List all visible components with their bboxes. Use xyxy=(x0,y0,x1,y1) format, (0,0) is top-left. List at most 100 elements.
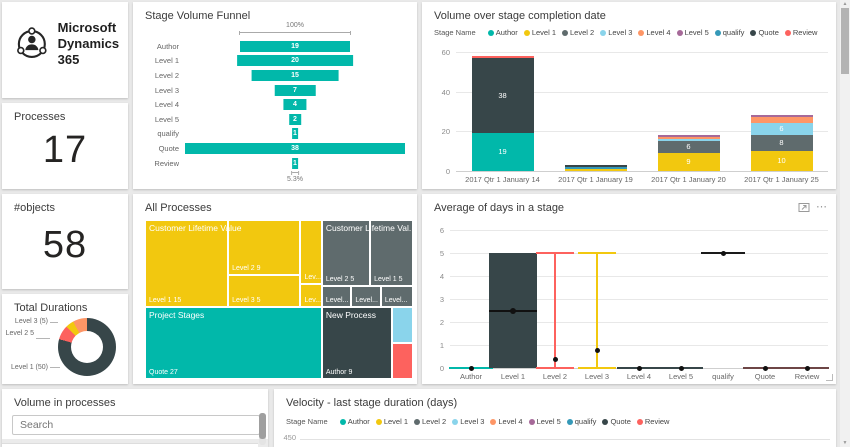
stage-volume-funnel-tile[interactable]: Stage Volume Funnel 100% Author 19 Level 1 2… xyxy=(133,2,417,189)
data-point-qualify[interactable] xyxy=(720,250,726,256)
page-scrollbar[interactable]: ▲ ▼ xyxy=(840,0,850,447)
bar-segment-level-2[interactable]: 8 xyxy=(750,135,813,152)
x-axis-label: Level 2 xyxy=(542,372,568,381)
treemap-cell-13[interactable] xyxy=(391,343,413,379)
funnel-bar-level-4[interactable]: 4 xyxy=(283,99,307,111)
gridline xyxy=(450,230,828,231)
bar-segment-level-4[interactable] xyxy=(750,117,813,124)
more-options-icon[interactable]: ⋯ xyxy=(816,201,828,213)
bar-segment-level-5[interactable] xyxy=(657,135,720,138)
treemap-cell-5[interactable]: Level 2 5 xyxy=(321,220,371,286)
objects-tile[interactable]: #objects 58 xyxy=(2,194,128,289)
legend-item-level-3[interactable]: Level 3 xyxy=(600,28,632,37)
legend-item-level-4[interactable]: Level 4 xyxy=(638,28,671,37)
dynamics-365-logo-tile[interactable]: Microsoft Dynamics 365 xyxy=(2,2,128,98)
treemap-cell-0[interactable]: Level 1 15 xyxy=(145,220,229,308)
treemap-cell-9[interactable]: Level... xyxy=(380,285,413,308)
legend-item-qualify[interactable]: qualify xyxy=(566,417,596,426)
processes-tile[interactable]: Processes 17 xyxy=(2,103,128,189)
bar-segment-level-5[interactable] xyxy=(750,115,813,118)
donut-chart[interactable] xyxy=(58,318,116,376)
bar-segment-level-1[interactable] xyxy=(564,169,627,171)
bar-segment-qualify[interactable] xyxy=(564,167,627,169)
funnel-bar-quote[interactable]: 38 xyxy=(185,142,405,154)
bar-segment-level-1[interactable]: 10 xyxy=(750,151,813,171)
bar-segment-author[interactable]: 19 xyxy=(471,133,534,171)
legend-item-quote[interactable]: Quote xyxy=(602,417,631,426)
funnel-bar-qualify[interactable]: 1 xyxy=(292,128,298,140)
volume-over-stage-tile[interactable]: Volume over stage completion date Stage … xyxy=(422,2,836,189)
y-axis-label: 5 xyxy=(439,249,444,258)
list-item[interactable] xyxy=(2,443,258,447)
data-point-level-1[interactable] xyxy=(510,307,516,314)
treemap-cell-7[interactable]: Level... xyxy=(321,285,352,308)
data-point-review[interactable] xyxy=(804,365,810,371)
data-point-author[interactable] xyxy=(468,365,474,371)
bar-segment-level-4[interactable] xyxy=(657,137,720,140)
legend-item-level-4[interactable]: Level 4 xyxy=(490,417,523,426)
bar-segment-review[interactable] xyxy=(471,55,534,58)
legend-item-level-5[interactable]: Level 5 xyxy=(528,417,561,426)
data-point-quote[interactable] xyxy=(762,365,768,371)
resize-handle[interactable] xyxy=(826,374,833,381)
bar-segment-quote[interactable]: 38 xyxy=(471,57,534,134)
volume-in-processes-tile[interactable]: Volume in processes xyxy=(2,389,268,447)
search-input[interactable] xyxy=(12,415,260,435)
treemap-cell-2[interactable]: Level 3 5 xyxy=(228,275,301,308)
legend-item-qualify[interactable]: qualify xyxy=(714,28,744,37)
list-scrollbar[interactable] xyxy=(259,413,266,445)
focus-mode-icon[interactable] xyxy=(798,201,810,213)
legend-item-level-1[interactable]: Level 1 xyxy=(523,28,556,37)
legend-item-review[interactable]: Review xyxy=(636,417,669,426)
treemap-cell-6[interactable]: Level 1 5 xyxy=(370,220,413,286)
bar-segment-level-2[interactable]: 6 xyxy=(657,141,720,154)
data-point-level-3[interactable] xyxy=(594,348,600,354)
treemap-cell-8[interactable]: Level... xyxy=(351,285,381,308)
funnel-row-author: Author 19 xyxy=(143,39,405,54)
funnel-bar-level-5[interactable]: 2 xyxy=(289,113,301,125)
treemap-cell-4[interactable]: Lev... xyxy=(300,283,322,308)
data-point-level-5[interactable] xyxy=(678,365,684,371)
treemap-cell-12[interactable] xyxy=(391,307,413,344)
legend-item-review[interactable]: Review xyxy=(784,28,817,37)
data-point-level-4[interactable] xyxy=(636,365,642,371)
all-processes-tile[interactable]: All Processes Level 1 15 Level 2 9 Level 3… xyxy=(133,194,417,384)
funnel-row-level-3: Level 3 7 xyxy=(143,83,405,98)
avg-days-in-stage-tile[interactable]: Average of days in a stage ⋯ 6 5 4 3 2 1 0 Auth… xyxy=(422,194,836,384)
treemap-cell-label: Level 1 15 xyxy=(149,297,182,305)
bar-segment-level-3[interactable]: 6 xyxy=(750,123,813,136)
legend-item-level-3[interactable]: Level 3 xyxy=(452,417,484,426)
treemap-cell-10[interactable]: Quote 27 xyxy=(145,307,322,379)
legend-item-level-2[interactable]: Level 2 xyxy=(562,28,594,37)
whisker-level-3[interactable] xyxy=(596,253,598,368)
bar-segment-level-1[interactable]: 9 xyxy=(657,153,720,171)
page-scrollbar-thumb[interactable] xyxy=(841,8,849,74)
treemap-cell-3[interactable]: Lev... xyxy=(300,220,322,284)
legend-item-quote[interactable]: Quote xyxy=(750,28,779,37)
funnel-bar-review[interactable]: 1 xyxy=(292,157,298,169)
list-scrollbar-thumb[interactable] xyxy=(259,413,266,439)
scroll-up-icon[interactable]: ▲ xyxy=(842,1,848,7)
legend-dot-icon xyxy=(523,29,530,36)
funnel-bar-level-2[interactable]: 15 xyxy=(251,69,339,81)
bar-segment-quote[interactable] xyxy=(564,165,627,168)
legend-item-author[interactable]: Author xyxy=(339,417,370,426)
funnel-bar-level-3[interactable]: 7 xyxy=(274,84,316,96)
total-durations-tile[interactable]: Total Durations Level 3 (5) Level 2 5 Le… xyxy=(2,294,128,384)
treemap-cell-1[interactable]: Level 2 9 xyxy=(228,220,301,275)
legend-item-level-5[interactable]: Level 5 xyxy=(676,28,709,37)
scroll-down-icon[interactable]: ▼ xyxy=(842,440,848,446)
funnel-bar-area: 4 xyxy=(185,99,405,111)
data-point-level-2[interactable] xyxy=(552,357,558,363)
velocity-tile[interactable]: Velocity - last stage duration (days) St… xyxy=(274,389,836,447)
treemap-cell-11[interactable]: Author 9 xyxy=(321,307,392,379)
legend-dot-icon xyxy=(414,418,420,425)
legend-item-author[interactable]: Author xyxy=(487,28,518,37)
legend-item-level-1[interactable]: Level 1 xyxy=(375,417,408,426)
funnel-bar-level-1[interactable]: 20 xyxy=(237,55,353,67)
bar-segment-level-3[interactable] xyxy=(657,139,720,142)
legend-item-level-2[interactable]: Level 2 xyxy=(414,417,446,426)
funnel-bar-author[interactable]: 19 xyxy=(240,40,350,52)
gridline xyxy=(456,171,828,172)
whisker-level-2[interactable] xyxy=(554,253,556,368)
